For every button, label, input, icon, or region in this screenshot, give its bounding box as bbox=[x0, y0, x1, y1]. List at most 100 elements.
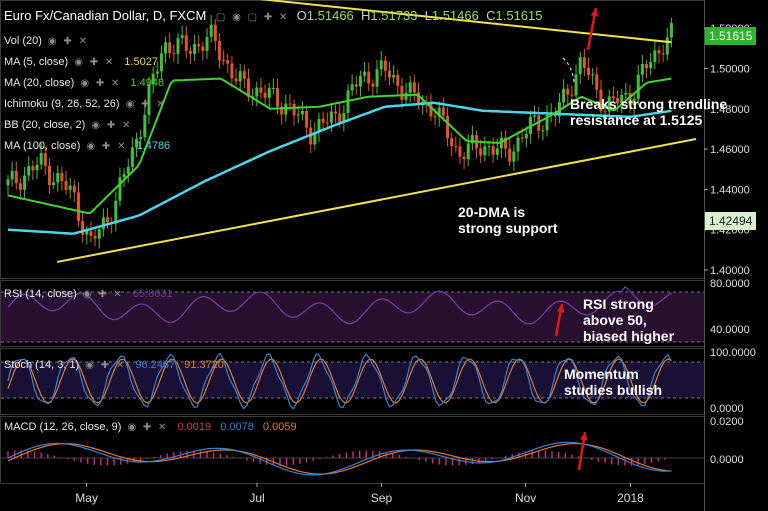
candle-body bbox=[130, 147, 134, 167]
candle-body bbox=[350, 84, 354, 91]
legend-bb[interactable]: BB (20, close, 2) ◉ ✚ ✕ bbox=[4, 119, 132, 131]
rsi-label: RSI (14, close) bbox=[4, 288, 77, 300]
candle-body bbox=[43, 152, 47, 166]
legend-bb-label: BB (20, close, 2) bbox=[4, 119, 86, 131]
candle-body bbox=[599, 89, 603, 112]
projection-arrow bbox=[562, 57, 575, 83]
candle-body bbox=[159, 53, 163, 72]
candle-body bbox=[172, 53, 176, 55]
candle-body bbox=[101, 217, 105, 230]
rsi-tick-label: 40.0000 bbox=[710, 324, 750, 336]
legend-controls-icon[interactable]: ◉ ✚ ✕ bbox=[82, 289, 124, 300]
candle-body bbox=[661, 53, 665, 55]
legend-controls-icon[interactable]: ◉ ✚ ✕ bbox=[127, 422, 169, 433]
candle-body bbox=[313, 132, 317, 145]
candle-body bbox=[263, 92, 267, 98]
candle-body bbox=[358, 75, 362, 87]
macd-legend[interactable]: MACD (12, 26, close, 9) ◉ ✚ ✕ 0.0019 0.00… bbox=[4, 421, 297, 433]
price-tick-label: 1.48000 bbox=[710, 104, 750, 116]
stoch-k-value: 96.2467 bbox=[135, 359, 176, 371]
candle-body bbox=[255, 87, 259, 97]
rsi-band bbox=[1, 292, 704, 342]
candle-body bbox=[197, 44, 201, 47]
high-value: 1.51733 bbox=[370, 8, 418, 23]
candle-body bbox=[636, 74, 640, 99]
candle-body bbox=[504, 137, 508, 149]
legend-controls-icon[interactable]: ◉ ✚ ✕ bbox=[74, 57, 116, 68]
candle-body bbox=[23, 175, 27, 190]
header-controls[interactable]: ▢ ◉ ▢ ✚ ✕ bbox=[215, 12, 290, 23]
candle-body bbox=[437, 107, 441, 117]
candle-body bbox=[624, 92, 628, 95]
legend-ma5[interactable]: MA (5, close) ◉ ✚ ✕ 1.5027 bbox=[4, 56, 158, 68]
momentum-line-2: studies bullish bbox=[564, 382, 663, 398]
legend-controls-icon[interactable]: ◉ ✚ ✕ bbox=[86, 141, 128, 152]
candle-body bbox=[450, 138, 454, 147]
candle-body bbox=[135, 138, 139, 148]
candle-body bbox=[363, 71, 367, 76]
candle-body bbox=[429, 103, 433, 117]
candle-body bbox=[97, 229, 101, 239]
legend-controls-icon[interactable]: ◉ ✚ ✕ bbox=[125, 99, 167, 110]
candle-body bbox=[392, 74, 396, 78]
candle-body bbox=[193, 44, 197, 54]
close-label: C bbox=[486, 8, 496, 23]
legend-controls-icon[interactable]: ◉ ✚ ✕ bbox=[91, 120, 133, 131]
rsi-line bbox=[7, 285, 672, 325]
candle-body bbox=[342, 112, 346, 123]
candle-body bbox=[209, 24, 213, 37]
candle-body bbox=[300, 110, 304, 115]
candle-body bbox=[114, 200, 118, 224]
candle-body bbox=[201, 46, 205, 51]
candle-body bbox=[184, 35, 188, 51]
candle-body bbox=[143, 114, 147, 138]
stoch-label: Stoch (14, 3, 1) bbox=[4, 359, 80, 371]
candle-body bbox=[616, 98, 620, 104]
candle-body bbox=[93, 235, 97, 239]
candle-body bbox=[176, 37, 180, 54]
candle-body bbox=[47, 165, 51, 186]
macd-tick-label: 0.0200 bbox=[710, 416, 744, 428]
candle-body bbox=[470, 135, 474, 144]
legend-ma20-value: 1.4948 bbox=[130, 77, 165, 89]
legend-vol[interactable]: Vol (20) ◉ ✚ ✕ bbox=[4, 35, 89, 47]
candle-body bbox=[649, 62, 653, 69]
momentum-line-1: Momentum bbox=[564, 366, 639, 382]
stoch-legend[interactable]: Stoch (14, 3, 1) ◉ ✚ ✕ 96.2467 91.3720 bbox=[4, 359, 224, 371]
price-marker: 1.42494 bbox=[705, 212, 757, 230]
legend-controls-icon[interactable]: ◉ ✚ ✕ bbox=[47, 36, 89, 47]
legend-ma20-label: MA (20, close) bbox=[4, 77, 75, 89]
legend-ma100-value: 1.4786 bbox=[136, 140, 171, 152]
candle-body bbox=[400, 85, 404, 100]
candle-body bbox=[379, 60, 383, 70]
candle-body bbox=[508, 148, 512, 162]
rsi-legend[interactable]: RSI (14, close) ◉ ✚ ✕ 65.8631 bbox=[4, 288, 173, 300]
candle-body bbox=[566, 88, 570, 95]
legend-controls-icon[interactable]: ◉ ✚ ✕ bbox=[80, 78, 122, 89]
candle-body bbox=[188, 50, 192, 54]
rsi-line-3: biased higher bbox=[583, 328, 675, 344]
legend-controls-icon[interactable]: ◉ ✚ ✕ bbox=[85, 360, 127, 371]
macd-label: MACD (12, 26, close, 9) bbox=[4, 421, 122, 433]
candle-body bbox=[60, 173, 64, 181]
macd-signal-value: 0.0059 bbox=[262, 421, 297, 433]
legend-ma100[interactable]: MA (100, close) ◉ ✚ ✕ 1.4786 bbox=[4, 140, 170, 152]
candle-body bbox=[81, 220, 85, 235]
resistance-trendline bbox=[259, 0, 672, 44]
candle-body bbox=[280, 106, 284, 115]
macd-arrow-head bbox=[579, 432, 588, 441]
symbol-title[interactable]: Euro Fx/Canadian Dollar, D, FXCM bbox=[4, 8, 207, 23]
candle-body bbox=[76, 192, 80, 221]
rsi-line-2: above 50, bbox=[583, 312, 647, 328]
candle-body bbox=[645, 64, 649, 69]
candle-body bbox=[317, 118, 321, 133]
candle-body bbox=[27, 166, 31, 176]
legend-ma20[interactable]: MA (20, close) ◉ ✚ ✕ 1.4948 bbox=[4, 77, 164, 89]
candle-body bbox=[383, 60, 387, 71]
rsi-value: 65.8631 bbox=[132, 288, 173, 300]
candle-body bbox=[516, 137, 520, 152]
candle-body bbox=[640, 64, 644, 75]
candle-body bbox=[570, 94, 574, 96]
legend-ichimoku[interactable]: Ichimoku (9, 26, 52, 26) ◉ ✚ ✕ bbox=[4, 98, 167, 110]
